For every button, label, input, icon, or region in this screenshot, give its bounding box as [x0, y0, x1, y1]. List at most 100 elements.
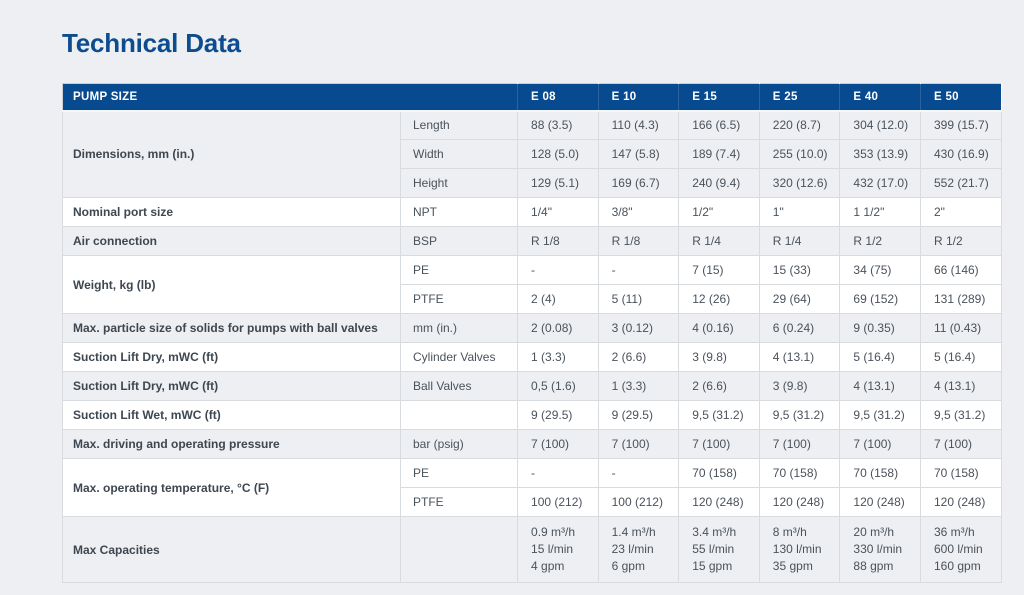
row-sub-label: Cylinder Valves	[399, 342, 519, 372]
value-cell: 2 (6.6)	[678, 371, 760, 401]
value-cell: R 1/4	[758, 226, 841, 256]
value-cell: 320 (12.6)	[758, 168, 841, 198]
header-col-e25: E 25	[759, 83, 841, 112]
header-col-e15: E 15	[678, 83, 760, 112]
value-cell: 120 (248)	[839, 487, 921, 517]
value-cell: 4 (13.1)	[919, 371, 1002, 401]
header-col-e08: E 08	[517, 83, 599, 112]
value-cell: 120 (248)	[919, 487, 1002, 517]
value-cell: 3 (9.8)	[758, 371, 841, 401]
value-cell: 9,5 (31.2)	[919, 400, 1002, 430]
header-col-e40: E 40	[839, 83, 921, 112]
value-cell: 7 (100)	[597, 429, 680, 459]
table-row: Weight, kg (lb) PE - -7 (15) 15 (33) 34 (75) 6…	[62, 255, 1002, 314]
row-sub-label	[399, 400, 519, 430]
table-row: PTFE 2 (4) 5 (11) 12 (26) 29 (64) 69 (152) 131…	[63, 284, 1002, 314]
value-cell: 552 (21.7)	[919, 168, 1002, 198]
value-cell: 9,5 (31.2)	[678, 400, 760, 430]
row-group-label: Dimensions, mm (in.)	[62, 110, 401, 198]
capacity-line: 6 gpm	[611, 559, 645, 573]
value-cell: 7 (100)	[839, 429, 921, 459]
value-cell: 110 (4.3)	[597, 110, 680, 140]
row-sub-label: Width	[399, 139, 519, 169]
value-cell: 7 (15)	[678, 255, 760, 285]
table-body: Dimensions, mm (in.) Length 88 (3.5) 110 (4…	[62, 110, 1002, 583]
row-group-label: Suction Lift Dry, mWC (ft)	[62, 371, 401, 401]
value-cell: -	[597, 458, 680, 488]
table-row: Max. driving and operating pressure bar (…	[62, 429, 1002, 459]
value-cell: R 1/2	[919, 226, 1002, 256]
value-cell: 100 (212)	[517, 487, 599, 517]
value-cell: 189 (7.4)	[678, 139, 760, 169]
table-row: Air connection BSP R 1/8 R 1/8 R 1/4 R 1/4 R 1…	[62, 226, 1002, 256]
value-cell: 8 m³/h 130 l/min 35 gpm	[758, 516, 841, 583]
value-cell: 1.4 m³/h 23 l/min 6 gpm	[597, 516, 680, 583]
row-group-label: Suction Lift Dry, mWC (ft)	[62, 342, 401, 372]
value-cell: -	[597, 255, 680, 285]
value-cell: 128 (5.0)	[517, 139, 599, 169]
table-row: Max. operating temperature, °C (F) PE - -70…	[62, 458, 1002, 517]
value-cell: 0.9 m³/h 15 l/min 4 gpm	[517, 516, 599, 583]
value-cell: 1"	[758, 197, 841, 227]
table-row: Suction Lift Dry, mWC (ft) Cylinder Valve…	[62, 342, 1002, 372]
row-sub-label: bar (psig)	[399, 429, 519, 459]
value-cell: 220 (8.7)	[758, 110, 841, 140]
value-cell: 2 (4)	[517, 284, 599, 314]
value-cell: R 1/2	[839, 226, 921, 256]
table-row: Height 129 (5.1) 169 (6.7) 240 (9.4) 320 (12…	[63, 168, 1002, 198]
value-cell: 4 (0.16)	[678, 313, 760, 343]
value-cell: 1/2"	[678, 197, 760, 227]
header-pump-size: PUMP SIZE	[62, 83, 519, 112]
row-group-label: Max Capacities	[62, 516, 401, 583]
value-cell: -	[517, 255, 599, 285]
value-cell: 1/4"	[517, 197, 599, 227]
row-group-label: Max. operating temperature, °C (F)	[62, 458, 401, 517]
capacity-line: 160 gpm	[933, 559, 981, 573]
capacity-line: 15 l/min	[531, 542, 574, 556]
value-cell: 7 (100)	[758, 429, 841, 459]
value-cell: 3 (9.8)	[678, 342, 760, 372]
capacity-line: 1.4 m³/h	[611, 525, 656, 539]
capacity-line: 36 m³/h	[933, 525, 975, 539]
value-cell: 131 (289)	[919, 284, 1002, 314]
value-cell: 20 m³/h 330 l/min 88 gpm	[839, 516, 921, 583]
value-cell: 15 (33)	[758, 255, 841, 285]
value-cell: 147 (5.8)	[597, 139, 680, 169]
page: Technical Data PUMP SIZE E 08 E 10 E 15 …	[62, 28, 1002, 583]
value-cell: 1 (3.3)	[517, 342, 599, 372]
value-cell: 5 (16.4)	[919, 342, 1002, 372]
value-cell: 5 (16.4)	[839, 342, 921, 372]
value-cell: 12 (26)	[678, 284, 760, 314]
value-cell: 4 (13.1)	[758, 342, 841, 372]
header-col-e10: E 10	[598, 83, 680, 112]
table-header-row: PUMP SIZE E 08 E 10 E 15 E 25 E 40 E 50	[62, 83, 1002, 112]
capacity-line: 88 gpm	[853, 559, 894, 573]
value-cell: 3/8"	[597, 197, 680, 227]
value-cell: 240 (9.4)	[678, 168, 760, 198]
value-cell: 9,5 (31.2)	[758, 400, 841, 430]
value-cell: 169 (6.7)	[597, 168, 680, 198]
technical-data-table: PUMP SIZE E 08 E 10 E 15 E 25 E 40 E 50 …	[62, 83, 1002, 583]
row-sub-label	[399, 516, 519, 583]
value-cell: 2"	[919, 197, 1002, 227]
capacity-line: 330 l/min	[853, 542, 903, 556]
value-cell: 66 (146)	[919, 255, 1002, 285]
row-sub-label: Ball Valves	[399, 371, 519, 401]
value-cell: 3 (0.12)	[597, 313, 680, 343]
value-cell: 88 (3.5)	[517, 110, 599, 140]
value-cell: 120 (248)	[678, 487, 760, 517]
value-cell: 9 (29.5)	[517, 400, 599, 430]
value-cell: 29 (64)	[758, 284, 841, 314]
value-cell: 69 (152)	[839, 284, 921, 314]
row-sub-label: PTFE	[399, 487, 519, 517]
value-cell: 7 (100)	[919, 429, 1002, 459]
capacity-line: 15 gpm	[692, 559, 733, 573]
value-cell: -	[517, 458, 599, 488]
value-cell: 430 (16.9)	[919, 139, 1002, 169]
capacity-line: 23 l/min	[611, 542, 654, 556]
row-group-label: Nominal port size	[62, 197, 401, 227]
capacity-line: 8 m³/h	[772, 525, 807, 539]
value-cell: 2 (6.6)	[597, 342, 680, 372]
value-cell: 399 (15.7)	[919, 110, 1002, 140]
value-cell: R 1/8	[597, 226, 680, 256]
